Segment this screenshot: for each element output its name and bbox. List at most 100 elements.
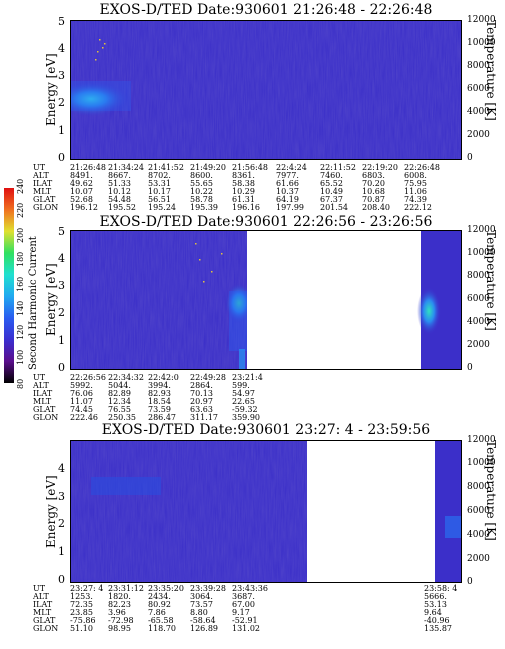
colorbar-tick: 80 <box>16 378 25 389</box>
row-value: 8600. <box>190 171 213 180</box>
row-value: 3994. <box>148 381 171 390</box>
row-label: ALT <box>33 592 49 601</box>
row-value: 73.59 <box>148 405 171 414</box>
y-tick: 0 <box>58 151 65 164</box>
row-value: 82.23 <box>108 600 131 609</box>
panel-1: EXOS-D/TED Date:930601 21:26:48 - 22:26:… <box>0 0 505 215</box>
row-value: 10.12 <box>108 187 131 196</box>
row-value: 23:43:36 <box>232 584 268 593</box>
row-label: GLAT <box>33 195 56 204</box>
row-value: 67.00 <box>232 600 255 609</box>
y-tick-right: 0 <box>467 577 473 587</box>
y-tick: 1 <box>58 334 65 347</box>
row-value: 196.16 <box>232 203 260 212</box>
row-value: 22:11:52 <box>320 163 356 172</box>
row-value: 195.52 <box>108 203 136 212</box>
row-value: 10.22 <box>190 187 213 196</box>
row-value: 126.89 <box>190 624 218 633</box>
y-tick: 0 <box>58 573 65 586</box>
colorbar-gradient <box>4 188 14 383</box>
y-axis-label: Energy [eV] <box>44 475 58 548</box>
row-value: 82.93 <box>148 389 171 398</box>
row-value: 22:26:56 <box>70 373 106 382</box>
heatmap-plot <box>70 440 462 583</box>
row-label: GLAT <box>33 616 56 625</box>
row-value: 21:49:20 <box>190 163 226 172</box>
y-tick: 5 <box>58 225 65 238</box>
row-value: 3687. <box>232 592 255 601</box>
y-tick: 3 <box>58 279 65 292</box>
row-value: -58.64 <box>190 616 216 625</box>
row-value: 52.68 <box>70 195 93 204</box>
row-value: 23:35:20 <box>148 584 184 593</box>
row-value: 80.92 <box>148 600 171 609</box>
row-value: 3064. <box>190 592 213 601</box>
row-value: 49.62 <box>70 179 93 188</box>
row-value: 74.45 <box>70 405 93 414</box>
colorbar-tick: 220 <box>16 203 25 219</box>
heatmap-feature <box>417 287 441 335</box>
row-value: 5666. <box>424 592 447 601</box>
y-tick-right: 6000 <box>467 84 490 94</box>
row-value: 58.78 <box>190 195 213 204</box>
y-tick: 5 <box>58 15 65 28</box>
colorbar-tick: 120 <box>16 324 25 341</box>
y-tick: 4 <box>58 42 65 55</box>
row-value: 10.29 <box>232 187 255 196</box>
y-tick: 1 <box>58 545 65 558</box>
y-tick-right: 4000 <box>467 530 490 540</box>
heatmap-svg <box>71 21 461 159</box>
row-value: 8702. <box>148 171 171 180</box>
y-tick-right: 4000 <box>467 317 490 327</box>
row-value: 7460. <box>320 171 343 180</box>
row-value: 10.37 <box>276 187 299 196</box>
colorbar-tick: 200 <box>16 227 25 243</box>
heatmap-feature <box>71 81 129 117</box>
row-label: GLON <box>33 203 59 212</box>
row-value: 2434. <box>148 592 171 601</box>
y-tick: 2 <box>58 306 65 319</box>
row-value: 2864. <box>190 381 213 390</box>
row-value: 76.06 <box>70 389 93 398</box>
row-label: MLT <box>33 608 52 617</box>
row-value: 8.80 <box>190 608 208 617</box>
row-value: 197.99 <box>276 203 304 212</box>
row-label: UT <box>33 163 46 172</box>
row-label: GLAT <box>33 405 56 414</box>
row-value: 10.17 <box>148 187 171 196</box>
row-value: -75.86 <box>70 616 96 625</box>
row-value: 18.54 <box>148 397 171 406</box>
y-tick-right: 6000 <box>467 294 490 304</box>
row-label: ILAT <box>33 600 53 609</box>
row-value: 22.65 <box>232 397 255 406</box>
y-tick-right: 0 <box>467 363 473 373</box>
row-value: 20.97 <box>190 397 213 406</box>
colorbar-tick: 240 <box>16 178 25 194</box>
heatmap-plot <box>70 230 462 370</box>
row-value: 21:26:48 <box>70 163 106 172</box>
row-value: 11.06 <box>404 187 427 196</box>
y-tick-right: 4000 <box>467 107 490 117</box>
y-tick: 3 <box>58 490 65 503</box>
panel-3: EXOS-D/TED Date:930601 23:27: 4 - 23:59:… <box>0 420 505 649</box>
row-value: -40.96 <box>424 616 450 625</box>
row-value: 195.39 <box>190 203 218 212</box>
row-value: 11.07 <box>70 397 93 406</box>
y-tick-right: 12000 <box>467 435 496 445</box>
row-value: 5992. <box>70 381 93 390</box>
row-value: 98.95 <box>108 624 131 633</box>
y-tick: 1 <box>58 124 65 137</box>
y-tick-right: 10000 <box>467 38 496 48</box>
row-value: 3.96 <box>108 608 126 617</box>
chart-title: EXOS-D/TED Date:930601 21:26:48 - 22:26:… <box>99 2 433 18</box>
row-label: MLT <box>33 397 52 406</box>
row-label: GLON <box>33 413 59 422</box>
row-value: 70.20 <box>362 179 385 188</box>
row-value: 61.66 <box>276 179 299 188</box>
row-value: 22:26:48 <box>404 163 440 172</box>
row-value: 118.70 <box>148 624 176 633</box>
row-value: 22:19:20 <box>362 163 398 172</box>
row-value: 51.10 <box>70 624 93 633</box>
y-tick: 4 <box>58 462 65 475</box>
row-label: UT <box>33 584 46 593</box>
